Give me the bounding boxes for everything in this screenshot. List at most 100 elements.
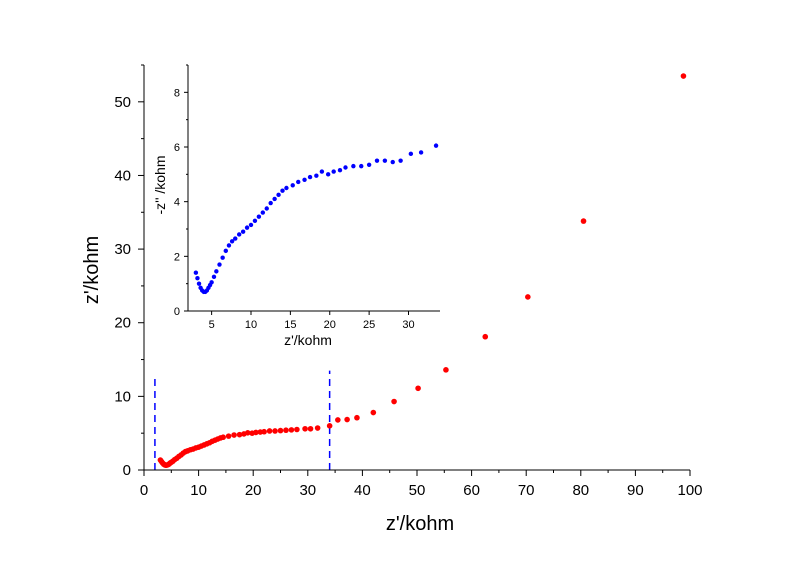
main-y-tick-label: 40 bbox=[114, 167, 131, 184]
inset-data-point bbox=[244, 225, 250, 230]
inset-data-point bbox=[325, 172, 331, 177]
main-x-tick-label: 30 bbox=[299, 482, 316, 499]
inset-background bbox=[188, 65, 440, 311]
inset-data-point bbox=[359, 163, 364, 169]
main-x-tick-label: 10 bbox=[190, 482, 207, 499]
inset-y-ticks: 0 2 4 6 8 bbox=[174, 64, 188, 318]
main-data-point bbox=[244, 430, 251, 436]
main-data-point bbox=[220, 434, 226, 441]
inset-data-point bbox=[408, 151, 414, 157]
inset-y-tick-label: 4 bbox=[174, 197, 180, 209]
inset-x-tick-label: 20 bbox=[324, 319, 336, 331]
main-data-point bbox=[580, 218, 587, 224]
main-y-tick-label: 30 bbox=[114, 241, 131, 258]
inset-data-point bbox=[260, 210, 266, 215]
inset-data-point bbox=[284, 185, 289, 191]
main-data-points bbox=[157, 73, 687, 469]
inset-data-point bbox=[302, 177, 307, 182]
main-data-point bbox=[680, 73, 687, 79]
inset-data-point bbox=[223, 248, 228, 254]
inset-data-point bbox=[226, 243, 232, 248]
main-data-point bbox=[266, 428, 273, 434]
inset-data-point bbox=[196, 281, 202, 286]
main-x-tick-label: 60 bbox=[463, 482, 480, 499]
inset-data-point bbox=[296, 179, 301, 185]
inset-data-point bbox=[276, 192, 281, 198]
main-x-ticks: 0 10 20 30 40 50 60 70 80 90 100 bbox=[140, 470, 703, 499]
main-data-point bbox=[314, 425, 321, 431]
main-x-tick-label: 50 bbox=[409, 482, 426, 499]
main-y-tick-label: 10 bbox=[114, 388, 131, 405]
main-data-point bbox=[302, 425, 308, 432]
main-data-point bbox=[236, 431, 243, 438]
inset-data-point bbox=[418, 150, 424, 155]
inset-data-points bbox=[193, 143, 439, 295]
main-data-point bbox=[272, 428, 278, 434]
inset-data-point bbox=[331, 169, 336, 174]
inset-data-point bbox=[314, 173, 319, 178]
inset-y-tick-label: 6 bbox=[174, 142, 180, 154]
inset-data-point bbox=[382, 158, 388, 163]
inset-data-point bbox=[256, 214, 262, 219]
inset-y-axis-label: -z'' /kohm bbox=[152, 155, 168, 214]
inset-data-point bbox=[319, 169, 325, 174]
inset-data-point bbox=[307, 174, 313, 180]
main-data-point bbox=[344, 416, 350, 423]
inset-x-tick-label: 25 bbox=[363, 319, 375, 331]
inset-data-point bbox=[390, 159, 395, 165]
inset-data-point bbox=[229, 239, 235, 244]
inset-data-point bbox=[343, 165, 348, 170]
main-data-point bbox=[415, 385, 421, 392]
main-data-point bbox=[443, 367, 449, 373]
main-x-tick-label: 40 bbox=[354, 482, 371, 499]
inset-x-axis-label: z'/kohm bbox=[284, 332, 332, 348]
inset-y-tick-label: 8 bbox=[174, 87, 180, 99]
main-x-tick-label: 100 bbox=[677, 482, 702, 499]
inset-data-point bbox=[366, 162, 372, 167]
inset-data-point bbox=[337, 168, 343, 173]
inset-data-point bbox=[398, 158, 403, 163]
inset-x-tick-label: 30 bbox=[402, 319, 414, 331]
main-y-tick-label: 20 bbox=[114, 315, 131, 332]
main-reference-lines bbox=[154, 370, 331, 470]
inset-x-tick-label: 10 bbox=[245, 319, 257, 331]
main-data-point bbox=[283, 427, 289, 434]
inset-data-point bbox=[214, 269, 219, 274]
main-data-point bbox=[391, 398, 397, 405]
inset-plot: 5 10 15 20 25 30 0 2 4 6 8 z'/kohm -z'' /kohm bbox=[152, 64, 440, 348]
main-plot: 0 10 20 30 40 50 60 70 80 90 100 0 10 20 30 40 50 z'/ko… bbox=[81, 64, 703, 535]
main-data-point bbox=[294, 426, 300, 433]
main-x-tick-label: 80 bbox=[572, 482, 589, 499]
inset-y-tick-label: 2 bbox=[174, 251, 180, 263]
main-data-point bbox=[225, 433, 232, 439]
inset-data-point bbox=[220, 255, 225, 260]
main-x-tick-label: 0 bbox=[140, 482, 148, 499]
inset-data-point bbox=[351, 163, 356, 169]
main-x-tick-label: 90 bbox=[627, 482, 644, 499]
main-y-axis-label: z'/kohm bbox=[81, 236, 103, 304]
main-x-axis-label: z'/kohm bbox=[386, 513, 454, 535]
main-data-point bbox=[261, 428, 267, 435]
inset-data-point bbox=[193, 270, 199, 275]
main-data-point bbox=[525, 294, 531, 300]
main-y-tick-label: 50 bbox=[114, 94, 131, 111]
inset-data-point bbox=[248, 222, 254, 228]
inset-data-point bbox=[264, 206, 269, 211]
inset-data-point bbox=[240, 229, 246, 234]
main-data-point bbox=[370, 409, 377, 416]
main-x-tick-label: 20 bbox=[245, 482, 262, 499]
main-data-point bbox=[482, 333, 489, 340]
inset-data-point bbox=[195, 276, 200, 281]
main-data-point bbox=[277, 427, 284, 434]
main-x-tick-label: 70 bbox=[518, 482, 535, 499]
inset-data-point bbox=[233, 236, 238, 241]
main-data-point bbox=[288, 427, 295, 433]
inset-data-point bbox=[252, 218, 258, 223]
main-data-point bbox=[231, 432, 237, 438]
inset-data-point bbox=[290, 183, 295, 188]
inset-data-point bbox=[209, 280, 214, 285]
main-data-point bbox=[354, 414, 360, 421]
main-data-point bbox=[253, 429, 259, 436]
inset-data-point bbox=[280, 188, 285, 193]
